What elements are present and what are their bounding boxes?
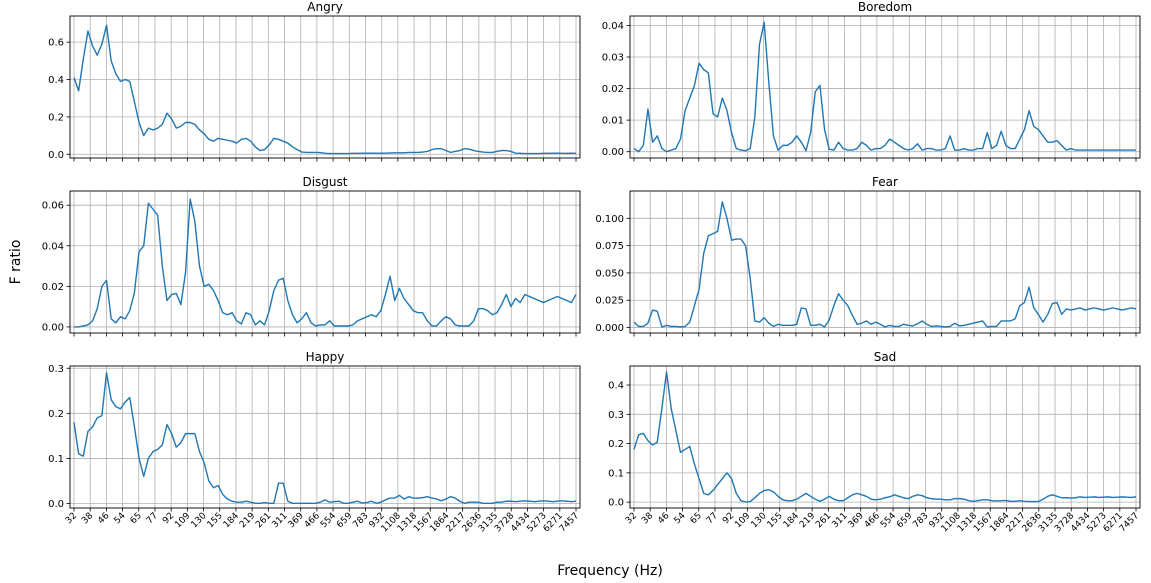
y-tick-label: 0.03 — [602, 53, 624, 64]
x-tick-label: 369 — [287, 511, 306, 530]
y-tick-label: 0.02 — [42, 282, 64, 293]
series-line-fear — [633, 201, 1137, 328]
panel-frame — [69, 365, 581, 509]
x-tick-label: 554 — [879, 511, 898, 530]
panel-title: Disgust — [302, 175, 347, 189]
panel-sad: 32 38 46 54 65 77 9210913015518421926131136946… — [608, 350, 1141, 534]
y-tick-label: 0.0 — [48, 499, 64, 510]
x-tick-label: 369 — [847, 511, 866, 530]
panels-group: 0.0 0.2 0.4 0.6 Angry 0.00 0.01 0.02 0.03 0.04 Bor… — [42, 0, 1141, 534]
panel-title: Boredom — [858, 0, 912, 14]
x-tick-label: 32 — [624, 511, 639, 526]
panel-frame — [629, 15, 1141, 159]
x-tick-label: 184 — [222, 511, 241, 530]
x-tick-label: 54 — [113, 511, 128, 526]
y-tick-label: 0.000 — [595, 323, 624, 334]
y-tick-label: 0.0 — [608, 498, 624, 509]
y-axis-label: F ratio — [8, 240, 24, 285]
y-tick-label: 0.00 — [42, 322, 64, 333]
x-tick-label: 554 — [319, 511, 338, 530]
x-tick-label: 311 — [270, 511, 289, 530]
y-tick-label: 0.02 — [602, 84, 624, 95]
panel-angry: 0.0 0.2 0.4 0.6 Angry — [48, 0, 581, 162]
panel-title: Fear — [872, 175, 898, 189]
panel-title: Angry — [307, 0, 342, 14]
panel-frame — [69, 190, 581, 334]
panel-happy: 32 38 46 54 65 77 9210913015518421926131136946… — [48, 350, 581, 534]
x-tick-label: 184 — [782, 511, 801, 530]
panel-fear: 0.000 0.025 0.050 0.075 0.100 Fear — [595, 175, 1141, 337]
x-tick-label: 32 — [64, 511, 79, 526]
x-tick-label: 261 — [814, 511, 833, 530]
x-tick-label: 46 — [96, 511, 111, 526]
x-tick-label: 54 — [673, 511, 688, 526]
panel-frame — [629, 190, 1141, 334]
x-axis-label: Frequency (Hz) — [557, 563, 663, 579]
x-tick-label: 783 — [351, 511, 370, 530]
y-tick-label: 0.6 — [48, 38, 64, 49]
y-tick-label: 0.4 — [608, 381, 624, 392]
y-tick-label: 0.075 — [595, 241, 624, 252]
y-tick-label: 0.00 — [602, 147, 624, 158]
y-tick-label: 0.04 — [602, 21, 624, 32]
x-tick-label: 219 — [798, 511, 817, 530]
y-tick-label: 0.4 — [48, 75, 64, 86]
panel-frame — [69, 15, 581, 159]
y-tick-label: 0.01 — [602, 116, 624, 127]
x-tick-label: 130 — [749, 511, 768, 530]
y-tick-label: 0.06 — [42, 201, 64, 212]
x-tick-label: 219 — [238, 511, 257, 530]
x-tick-label: 261 — [254, 511, 273, 530]
y-tick-label: 0.04 — [42, 241, 64, 252]
x-tick-label: 65 — [689, 511, 704, 526]
series-line-angry — [73, 24, 577, 155]
x-tick-label: 466 — [863, 511, 882, 530]
x-tick-label: 46 — [656, 511, 671, 526]
x-tick-label: 466 — [303, 511, 322, 530]
y-tick-label: 0.1 — [608, 468, 624, 479]
x-tick-label: 783 — [911, 511, 930, 530]
series-line-disgust — [74, 198, 577, 328]
x-tick-label: 659 — [335, 511, 354, 530]
y-tick-label: 0.3 — [48, 364, 64, 375]
y-tick-label: 0.0 — [48, 150, 64, 161]
series-line-happy — [73, 372, 577, 504]
y-tick-label: 0.3 — [608, 410, 624, 421]
x-tick-label: 155 — [766, 511, 785, 530]
y-tick-label: 0.050 — [595, 268, 624, 279]
y-tick-label: 0.2 — [608, 439, 624, 450]
y-tick-label: 0.025 — [595, 296, 624, 307]
panel-title: Sad — [874, 350, 897, 364]
x-tick-label: 38 — [640, 511, 655, 526]
x-tick-label: 130 — [189, 511, 208, 530]
x-tick-label: 77 — [145, 511, 160, 526]
y-tick-label: 0.1 — [48, 454, 64, 465]
y-tick-label: 0.2 — [48, 112, 64, 123]
panel-disgust: 0.00 0.02 0.04 0.06 Disgust — [42, 175, 581, 337]
panel-frame — [629, 365, 1141, 509]
x-tick-label: 155 — [206, 511, 225, 530]
y-tick-label: 0.100 — [595, 214, 624, 225]
y-tick-label: 0.2 — [48, 409, 64, 420]
x-tick-label: 109 — [173, 511, 192, 530]
series-line-sad — [633, 371, 1137, 503]
x-tick-label: 38 — [80, 511, 95, 526]
series-line-boredom — [633, 21, 1136, 153]
panel-boredom: 0.00 0.01 0.02 0.03 0.04 Boredom — [602, 0, 1141, 162]
x-tick-label: 311 — [830, 511, 849, 530]
x-tick-label: 659 — [895, 511, 914, 530]
x-tick-label: 77 — [705, 511, 720, 526]
panel-title: Happy — [306, 350, 345, 364]
x-tick-label: 109 — [733, 511, 752, 530]
x-tick-label: 65 — [129, 511, 144, 526]
